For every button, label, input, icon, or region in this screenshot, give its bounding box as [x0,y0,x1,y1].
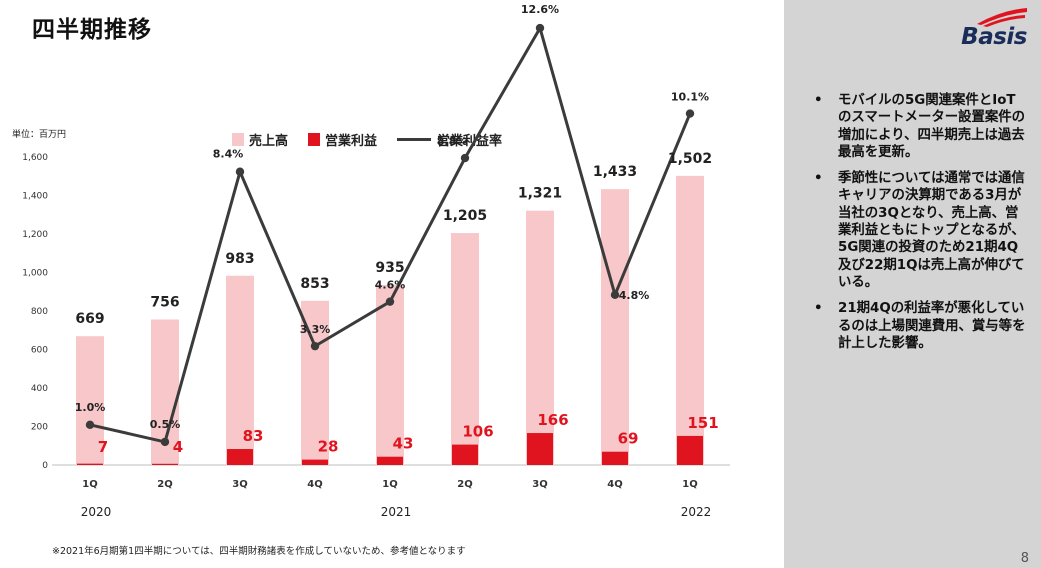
operating-income-bar [677,435,703,465]
legend-swatch-operating-margin [397,137,432,141]
footnote: ※2021年6月期第1四半期については、四半期財務諸表を作成していないため、参考… [52,546,466,557]
x-year-label: 2020 [81,505,112,519]
legend-item-operating-income: 営業利益 [308,130,377,149]
operating-margin-label: 1.0% [75,401,106,414]
sales-value-label: 756 [150,294,179,310]
operating-income-label: 69 [618,430,639,448]
operating-margin-point [535,23,545,33]
x-category-label: 3Q [532,479,547,490]
page-title: 四半期推移 [32,17,152,43]
operating-margin-label: 4.8% [619,289,650,302]
operating-margin-point [235,167,245,176]
y-tick-label: 600 [31,346,48,356]
x-category-label: 3Q [232,479,247,490]
commentary-item: 21期4Qの利益率が悪化しているのは上場関連費用、賞与等を計上した影響。 [806,300,1028,352]
x-category-label: 2Q [157,479,172,490]
y-tick-label: 1,400 [22,192,48,202]
x-category-label: 1Q [382,479,397,490]
legend-item-sales: 売上高 [232,130,288,149]
y-tick-label: 1,600 [22,153,48,163]
operating-margin-label: 0.5% [150,418,181,431]
operating-income-bar [452,444,478,465]
operating-income-bar [152,463,178,465]
unit-label: 単位：百万円 [12,130,67,140]
y-tick-label: 400 [31,384,48,394]
y-tick-label: 1,200 [22,230,48,240]
operating-margin-point [160,437,170,447]
operating-income-bar [302,459,328,465]
legend-label-operating-income: 営業利益 [325,133,378,149]
sales-value-label: 853 [300,276,329,292]
x-year-label: 2022 [681,505,712,519]
operating-income-label: 83 [243,427,264,445]
operating-margin-point [310,341,320,351]
operating-income-label: 28 [318,438,339,456]
y-tick-label: 200 [31,423,48,433]
y-tick-label: 1,000 [22,269,48,279]
commentary-item: モバイルの5G関連案件とIoTのスマートメーター設置案件の増加により、四半期売上… [806,92,1028,161]
operating-income-label: 106 [462,423,493,441]
operating-income-bar [227,449,253,465]
operating-margin-label: 8.4% [213,148,244,161]
sales-bar [526,210,554,465]
commentary-item: 季節性については通常では通信キャリアの決算期である3月が当社の3Qとなり、売上高… [806,170,1028,291]
operating-margin-label: 8.8% [437,135,468,148]
logo-text: Basis [961,24,1027,50]
chart-legend: 売上高 営業利益 営業利益率 [232,129,522,149]
sales-bar [226,275,254,465]
legend-label-sales: 売上高 [249,133,289,149]
operating-margin-point [85,420,95,429]
x-category-label: 4Q [607,479,622,490]
operating-margin-point [385,297,395,306]
legend-label-operating-margin: 営業利益率 [437,133,503,149]
legend-swatch-sales [232,132,244,146]
operating-margin-label: 3.3% [300,323,331,336]
sales-bar [676,175,704,466]
operating-margin-label: 4.6% [375,279,406,292]
sales-value-label: 935 [375,260,404,276]
operating-income-bar [77,463,103,465]
operating-margin-label: 10.1% [671,91,709,104]
operating-income-bar [377,456,403,465]
operating-margin-point [610,290,620,300]
sales-bar [76,336,104,465]
y-tick-label: 800 [31,307,48,317]
operating-income-bar [527,433,553,465]
sales-value-label: 983 [225,251,254,267]
commentary-panel: Basis モバイルの5G関連案件とIoTのスマートメーター設置案件の増加により… [784,0,1041,568]
page-number: 8 [1020,551,1029,566]
sales-bar [601,189,629,465]
sales-bar [451,233,479,465]
operating-income-label: 43 [393,435,414,453]
legend-item-operating-margin: 営業利益率 [397,130,502,149]
x-category-label: 1Q [82,479,97,490]
operating-margin-point [685,109,695,118]
x-category-label: 1Q [682,479,697,490]
x-category-label: 2Q [457,479,472,490]
operating-income-label: 151 [687,414,718,432]
sales-value-label: 1,205 [443,208,487,224]
commentary-list: モバイルの5G関連案件とIoTのスマートメーター設置案件の増加により、四半期売上… [806,92,1028,361]
operating-margin-point [460,153,470,163]
legend-swatch-operating-income [308,132,321,146]
y-tick-label: 0 [42,461,48,471]
x-category-label: 4Q [307,479,322,490]
x-year-label: 2021 [381,505,412,519]
company-logo: Basis [947,4,1027,50]
operating-income-label: 4 [173,438,183,456]
operating-income-label: 166 [537,411,568,429]
sales-bar [376,285,404,465]
operating-income-bar [602,451,628,465]
quarterly-chart: 0 200 400 600 800 1,000 1,200 1,400 1,600 669 756 9… [22,3,730,519]
operating-income-label: 7 [98,438,108,456]
logo-swoosh-icon [977,8,1027,27]
sales-value-label: 1,433 [593,164,637,180]
sales-value-label: 1,321 [518,186,562,202]
sales-value-label: 669 [75,311,104,327]
sales-value-label: 1,502 [668,151,712,167]
operating-margin-label: 12.6% [521,3,559,16]
